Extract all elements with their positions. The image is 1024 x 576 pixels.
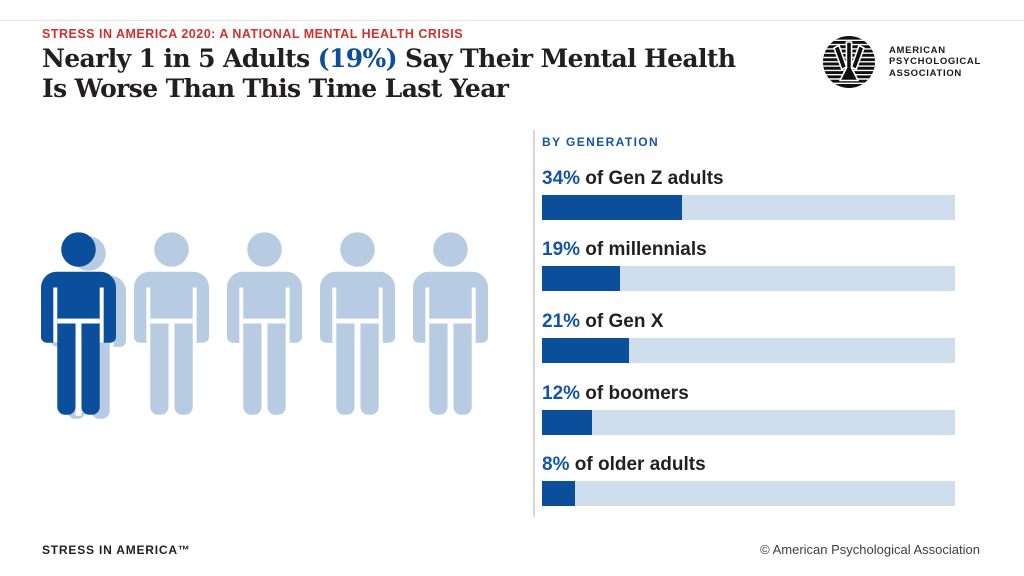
bar-fill — [542, 410, 592, 435]
person-icon — [413, 232, 488, 416]
person-icon — [41, 232, 116, 416]
logo-line: AMERICAN — [889, 44, 946, 56]
title-segment: Nearly 1 in 5 Adults — [42, 44, 318, 73]
title-segment: Say Their Mental Health — [396, 44, 736, 73]
bar-fill — [542, 481, 576, 506]
chart-divider — [533, 130, 535, 517]
footer-copyright: © American Psychological Association — [760, 542, 980, 557]
logo-line: PSYCHOLOGICAL — [889, 56, 981, 68]
bar-fill — [542, 338, 629, 363]
bar-track — [542, 338, 955, 363]
bar-label-text: of Gen Z adults — [580, 168, 724, 189]
bar-fill — [542, 195, 683, 220]
bar-track — [542, 481, 955, 506]
person-icon — [134, 232, 209, 416]
apa-logo-text: AMERICAN PSYCHOLOGICAL ASSOCIATION — [889, 45, 981, 80]
chart-section-label: BY GENERATION — [542, 135, 660, 149]
person-figure — [134, 232, 209, 416]
person-figure — [320, 232, 395, 416]
logo-line: ASSOCIATION — [889, 67, 962, 79]
bar-row-label: 34% of Gen Z adults — [542, 168, 955, 190]
bar-row-label: 21% of Gen X — [542, 311, 955, 333]
person-icon — [320, 232, 395, 416]
header-eyebrow: STRESS IN AMERICA 2020: A NATIONAL MENTA… — [42, 27, 464, 41]
apa-logo: AMERICAN PSYCHOLOGICAL ASSOCIATION — [823, 36, 981, 88]
bar-label-text: of older adults — [569, 454, 706, 475]
bar-track — [542, 266, 955, 291]
footer-brand: STRESS IN AMERICA™ — [42, 543, 191, 557]
bar-label-text: of boomers — [580, 383, 689, 404]
bar-track — [542, 195, 955, 220]
bar-row-label: 19% of millennials — [542, 239, 955, 261]
bar-pct: 21% — [542, 311, 581, 332]
person-figure — [227, 232, 302, 416]
pictograph — [41, 232, 488, 416]
bar-label-text: of millennials — [580, 239, 707, 260]
apa-psi-icon — [823, 36, 875, 88]
bar-row-label: 8% of older adults — [542, 454, 955, 476]
bar-row-label: 12% of boomers — [542, 383, 955, 405]
chart-panel: BY GENERATION 34% of Gen Z adults 19% of… — [542, 130, 955, 520]
bar-pct: 8% — [542, 454, 570, 475]
top-border-line — [0, 20, 1024, 21]
title-line2: Is Worse Than This Time Last Year — [42, 74, 509, 103]
bar-row: 19% of millennials — [542, 239, 955, 291]
title-highlight: (19%) — [317, 44, 398, 73]
bar-pct: 19% — [542, 239, 581, 260]
bar-pct: 34% — [542, 168, 581, 189]
person-icon — [227, 232, 302, 416]
person-figure-highlighted — [41, 232, 116, 416]
bar-row: 8% of older adults — [542, 454, 955, 506]
person-figure — [413, 232, 488, 416]
bar-pct: 12% — [542, 383, 581, 404]
bar-fill — [542, 266, 621, 291]
bar-label-text: of Gen X — [580, 311, 664, 332]
bar-row: 34% of Gen Z adults — [542, 168, 955, 220]
page-title: Nearly 1 in 5 Adults (19%) Say Their Men… — [42, 44, 822, 104]
bar-row: 12% of boomers — [542, 383, 955, 435]
bar-row: 21% of Gen X — [542, 311, 955, 363]
bar-track — [542, 410, 955, 435]
